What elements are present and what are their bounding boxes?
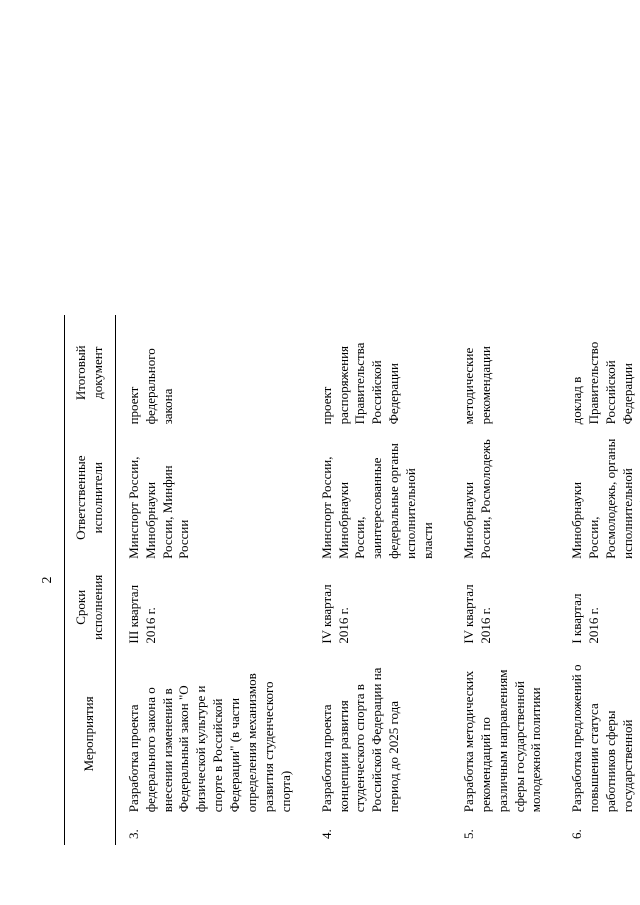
- cell-event: Разработка проекта федерального закона о…: [115, 650, 308, 819]
- page-container: 2 Мероприятия Сроки исполнения Ответстве…: [0, 265, 640, 905]
- cell-event: Разработка предложений о повышении стату…: [559, 650, 640, 819]
- cell-exec: Минспорт России, Минобрнауки России, заи…: [309, 430, 451, 564]
- cell-doc: доклад в Правительство Российской Федера…: [559, 315, 640, 430]
- cell-term: IV квартал 2016 г.: [309, 565, 451, 650]
- table-row: 3. Разработка проекта федерального закон…: [115, 315, 308, 845]
- cell-doc: методические рекомендации: [451, 315, 559, 430]
- cell-num: 5.: [451, 818, 559, 845]
- cell-term: I квартал 2016 г.: [559, 565, 640, 650]
- col-header-exec: Ответственные исполнители: [65, 430, 116, 564]
- col-header-doc: Итоговый документ: [65, 315, 116, 430]
- table-row: 5. Разработка методических рекомендаций …: [451, 315, 559, 845]
- events-table: Мероприятия Сроки исполнения Ответственн…: [64, 315, 640, 845]
- cell-term: III квартал 2016 г.: [115, 565, 308, 650]
- cell-exec: Минспорт России, Минобрнауки России, Мин…: [115, 430, 308, 564]
- col-header-num: [65, 818, 116, 845]
- cell-exec: Минобрнауки России, Росмолодежь: [451, 430, 559, 564]
- table-row: 4. Разработка проекта концепции развития…: [309, 315, 451, 845]
- cell-exec: Минобрнауки России, Росмолодежь, органы …: [559, 430, 640, 564]
- cell-doc: проект федерального закона: [115, 315, 308, 430]
- cell-event: Разработка методических рекомендаций по …: [451, 650, 559, 819]
- col-header-event: Мероприятия: [65, 650, 116, 819]
- cell-num: 3.: [115, 818, 308, 845]
- cell-event: Разработка проекта концепции развития ст…: [309, 650, 451, 819]
- col-header-term: Сроки исполнения: [65, 565, 116, 650]
- page-number: 2: [40, 315, 56, 845]
- cell-num: 6.: [559, 818, 640, 845]
- table-row: 6. Разработка предложений о повышении ст…: [559, 315, 640, 845]
- cell-term: IV квартал 2016 г.: [451, 565, 559, 650]
- table-header-row: Мероприятия Сроки исполнения Ответственн…: [65, 315, 116, 845]
- cell-num: 4.: [309, 818, 451, 845]
- cell-doc: проект распоряжения Правительства Россий…: [309, 315, 451, 430]
